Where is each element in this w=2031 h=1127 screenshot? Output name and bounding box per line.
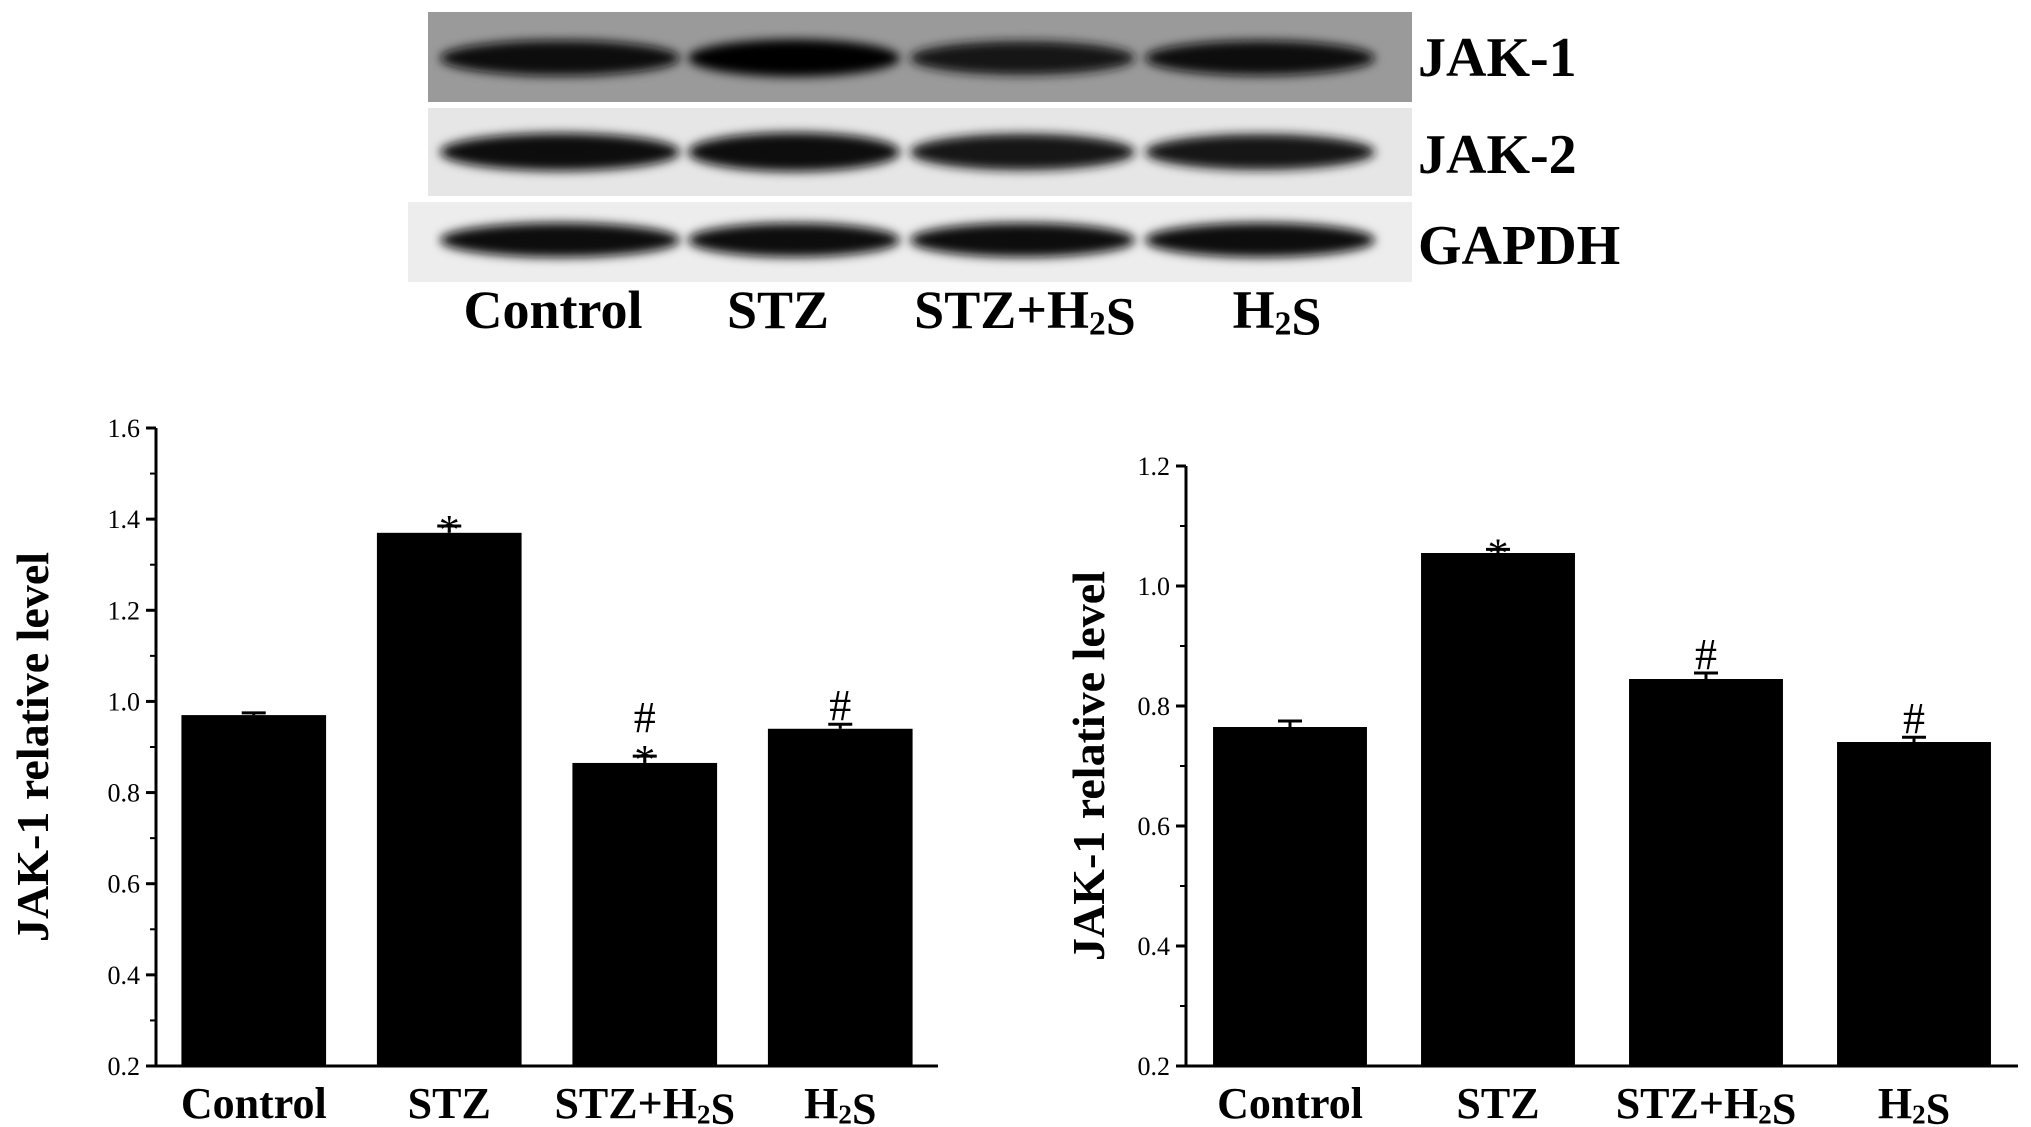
jak1-bar-chart-right: 0.2 0.4 0.6 0.8 1.0 1.2 JAK-1 relative level Co… — [1063, 452, 2018, 1127]
blot-band-label: JAK-2 — [1418, 124, 1577, 186]
significance-hash: # — [829, 681, 851, 730]
x-tick-label: Control — [1217, 1079, 1363, 1127]
y-axis-label: JAK-1 relative level — [1063, 571, 1114, 961]
bar — [572, 762, 718, 1066]
significance-hash: # — [1903, 694, 1925, 743]
blot-lane-label: Control — [463, 280, 642, 340]
y-tick-label: 0.2 — [1138, 1052, 1171, 1081]
blot-lane-label: STZ+H2S — [914, 280, 1136, 346]
significance-star: * — [634, 738, 655, 784]
bar — [767, 728, 913, 1066]
blot-band — [910, 133, 1135, 171]
x-tick-label: H2S — [1878, 1079, 1950, 1127]
y-tick-label: 1.0 — [108, 687, 141, 716]
x-tick-label: STZ — [1456, 1079, 1539, 1127]
x-tick-label: Control — [181, 1079, 327, 1127]
western-blot-panel: JAK-1 JAK-2 GAPDH Control STZ STZ+H2S H2S — [408, 12, 1620, 346]
bar — [1837, 742, 1991, 1066]
y-tick-label: 0.4 — [1138, 932, 1171, 961]
blot-band — [440, 222, 680, 258]
y-tick-label: 0.2 — [108, 1052, 141, 1081]
significance-hash: # — [634, 693, 656, 742]
y-tick-label: 0.6 — [1138, 812, 1171, 841]
y-tick-label: 1.2 — [108, 596, 141, 625]
blot-band — [1145, 134, 1375, 170]
bar — [181, 715, 327, 1066]
blot-band — [440, 133, 680, 171]
y-tick-label: 0.8 — [1138, 692, 1171, 721]
bar — [1213, 727, 1367, 1066]
bar — [376, 532, 522, 1066]
blot-band — [1145, 40, 1375, 76]
blot-band — [688, 39, 900, 77]
x-tick-label: STZ — [408, 1079, 491, 1127]
significance-star: * — [1488, 531, 1509, 577]
significance-star: * — [439, 508, 460, 554]
y-tick-label: 0.4 — [108, 961, 141, 990]
blot-band — [688, 132, 900, 172]
jak1-bar-chart-left: 0.2 0.4 0.6 0.8 1.0 1.2 1.4 1.6 JAK-1 relative l… — [7, 414, 938, 1127]
y-tick-label: 1.0 — [1138, 572, 1171, 601]
blot-band-label: GAPDH — [1418, 215, 1620, 277]
y-tick-label: 0.8 — [108, 779, 141, 808]
y-axis-label: JAK-1 relative level — [7, 552, 58, 942]
blot-band — [688, 222, 900, 258]
blot-band-label: JAK-1 — [1418, 27, 1577, 89]
x-tick-label: STZ+H2S — [1616, 1079, 1797, 1127]
x-tick-label: H2S — [804, 1079, 876, 1127]
y-tick-label: 1.4 — [108, 505, 141, 534]
blot-lane-label: STZ — [727, 280, 829, 340]
blot-band — [910, 222, 1135, 258]
y-tick-label: 1.2 — [1138, 452, 1171, 481]
blot-band — [440, 40, 680, 76]
y-tick-label: 0.6 — [108, 870, 141, 899]
blot-band — [910, 41, 1135, 75]
blot-band — [1145, 222, 1375, 258]
blot-lane-label: H2S — [1233, 280, 1322, 346]
x-tick-label: STZ+H2S — [554, 1079, 735, 1127]
significance-hash: # — [1695, 630, 1717, 679]
bar — [1629, 679, 1783, 1066]
bar — [1421, 553, 1575, 1066]
y-tick-label: 1.6 — [108, 414, 141, 443]
